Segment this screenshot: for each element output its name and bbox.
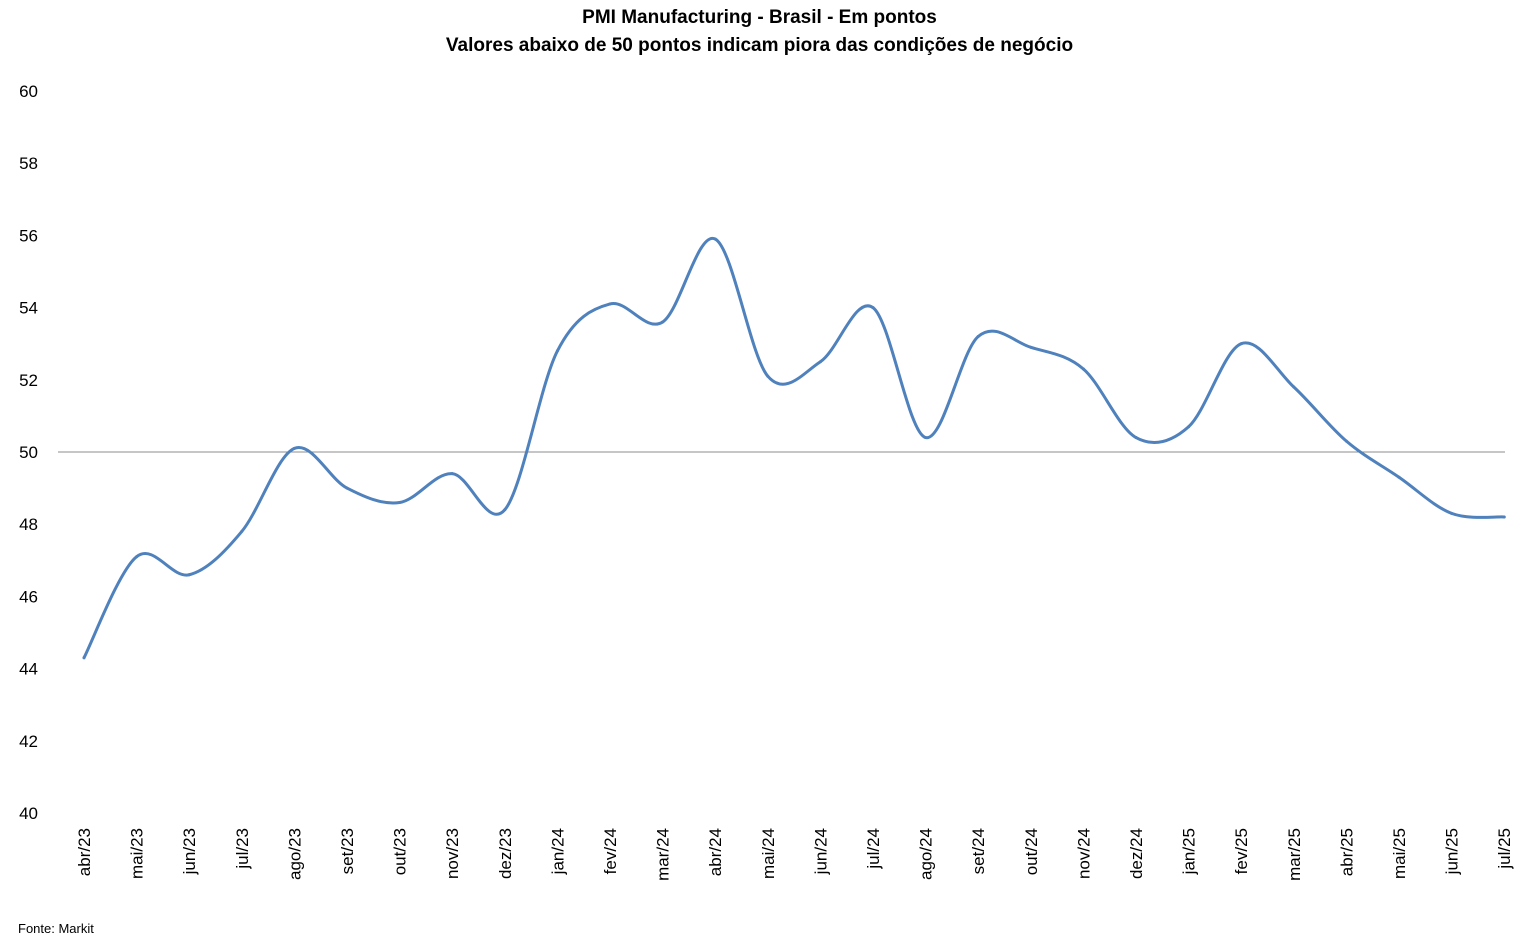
data-point [713,237,717,241]
data-point [608,302,612,306]
data-point [345,486,349,490]
x-tick-label: abr/25 [1337,828,1356,876]
y-tick-label: 60 [19,82,38,101]
x-tick-label: abr/24 [706,828,725,876]
x-tick-label: fev/25 [1232,828,1251,874]
source-note: Fonte: Markit [18,921,94,936]
data-point [1029,345,1033,349]
data-point [1239,342,1243,346]
data-point [976,334,980,338]
series-line [82,237,1506,660]
data-point [398,501,402,505]
x-tick-label: out/24 [1022,828,1041,875]
x-tick-label: jan/24 [548,828,567,875]
x-tick-label: jun/23 [180,828,199,875]
x-tick-label: nov/24 [1074,828,1093,879]
x-axis: abr/23 mai/23 jun/23 jul/23 ago/23 set/23 out/… [75,828,1514,881]
x-tick-label: jun/24 [811,828,830,875]
x-tick-label: mar/25 [1285,828,1304,881]
data-point [555,349,559,353]
x-tick-label: mai/23 [128,828,147,879]
x-tick-label: jul/23 [233,828,252,870]
x-tick-label: abr/23 [75,828,94,876]
x-tick-label: out/23 [391,828,410,875]
y-tick-label: 54 [19,299,38,318]
data-point [661,320,665,324]
x-tick-label: jun/25 [1443,828,1462,875]
y-tick-label: 48 [19,515,38,534]
x-tick-label: mai/24 [759,828,778,879]
y-tick-label: 46 [19,587,38,606]
x-tick-label: dez/23 [496,828,515,879]
data-point [1292,385,1296,389]
data-point [1134,436,1138,440]
x-tick-label: jul/25 [1495,828,1514,870]
data-point [766,374,770,378]
data-point [292,446,296,450]
data-point [924,436,928,440]
y-tick-label: 56 [19,226,38,245]
y-tick-label: 50 [19,443,38,462]
x-tick-label: nov/23 [443,828,462,879]
x-tick-label: set/24 [969,828,988,874]
y-tick-label: 42 [19,732,38,751]
y-tick-label: 52 [19,371,38,390]
x-tick-label: mai/25 [1390,828,1409,879]
y-tick-label: 44 [19,660,38,679]
data-point [240,529,244,533]
data-point [1081,367,1085,371]
chart-title: PMI Manufacturing - Brasil - Em pontos [582,7,937,28]
data-point [1502,515,1506,519]
data-point [82,656,86,660]
data-point [135,555,139,559]
data-point [1187,425,1191,429]
x-tick-label: jan/25 [1180,828,1199,875]
x-tick-label: jul/24 [864,828,883,870]
chart-subtitle: Valores abaixo de 50 pontos indicam pior… [445,35,1074,56]
x-tick-label: ago/23 [285,828,304,880]
data-point [1450,511,1454,515]
x-tick-label: mar/24 [654,828,673,881]
data-point [818,360,822,364]
data-point [1397,475,1401,479]
plot-area [58,237,1506,660]
x-tick-label: dez/24 [1127,828,1146,879]
x-tick-label: set/23 [338,828,357,874]
data-point [1344,439,1348,443]
data-point [871,306,875,310]
x-tick-label: fev/24 [601,828,620,874]
data-point [503,508,507,512]
x-tick-label: ago/24 [917,828,936,880]
data-point [187,573,191,577]
y-axis: 40 42 44 46 48 50 52 54 56 58 60 [19,82,38,823]
y-tick-label: 58 [19,154,38,173]
data-point [450,472,454,476]
y-tick-label: 40 [19,804,38,823]
